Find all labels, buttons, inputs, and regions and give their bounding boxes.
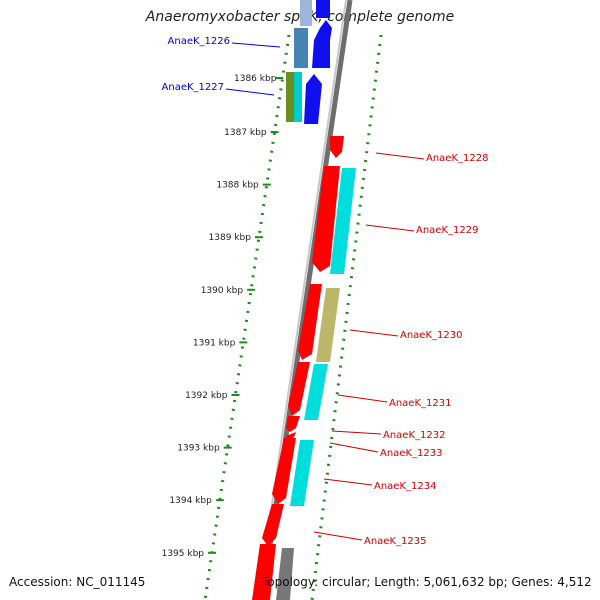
gene-bar <box>290 440 314 506</box>
scale-tick-label: 1394 kbp <box>169 496 212 506</box>
gene-bar <box>304 364 328 420</box>
gene-label[interactable]: AnaeK_1231 <box>389 398 451 409</box>
backbone-shadow <box>257 0 347 600</box>
gene-label[interactable]: AnaeK_1232 <box>383 430 445 441</box>
gene-label[interactable]: AnaeK_1235 <box>364 536 426 547</box>
gene-bar <box>316 288 340 362</box>
gene-label[interactable]: AnaeK_1229 <box>416 225 478 236</box>
gene-callout-line <box>375 152 425 160</box>
gene-callout-line <box>337 394 388 403</box>
gene-callout-line <box>225 88 275 96</box>
gene-callout-line <box>231 42 281 48</box>
gene-arrow <box>330 136 344 158</box>
genome-summary-text: Topology: circular; Length: 5,061,632 bp… <box>262 575 592 589</box>
gene-bar <box>276 548 294 600</box>
gene-arrow <box>288 362 310 416</box>
gene-bar <box>294 72 302 122</box>
scale-tick-label: 1387 kbp <box>224 128 267 138</box>
gene-label[interactable]: AnaeK_1234 <box>374 481 436 492</box>
gene-callout-line <box>349 329 399 337</box>
gene-block-top <box>286 0 332 124</box>
gene-bar <box>286 72 294 122</box>
gene-callout-line <box>365 224 415 232</box>
scale-tick-label: 1388 kbp <box>216 181 259 191</box>
scale-tick-label: 1391 kbp <box>193 338 236 348</box>
gene-label[interactable]: AnaeK_1227 <box>162 82 224 93</box>
gene-block-main <box>252 136 356 600</box>
gene-arrow <box>252 544 276 600</box>
gene-bar <box>294 28 308 68</box>
gene-arrow <box>304 74 322 124</box>
gene-arrow <box>298 284 322 360</box>
scale-tick-label: 1389 kbp <box>209 233 252 243</box>
gene-arrow <box>312 40 330 68</box>
gene-label[interactable]: AnaeK_1226 <box>168 36 230 47</box>
gene-label[interactable]: AnaeK_1233 <box>380 448 442 459</box>
scale-tick-label: 1392 kbp <box>185 391 228 401</box>
gene-label[interactable]: AnaeK_1230 <box>400 330 462 341</box>
gene-callout-line <box>331 430 382 435</box>
gene-callouts: AnaeK_1226 AnaeK_1227 AnaeK_1228 AnaeK_1229… <box>162 36 489 547</box>
gene-callout-line <box>329 442 379 453</box>
scale-tick-label: 1393 kbp <box>177 444 220 454</box>
gene-arrow-head <box>314 20 332 40</box>
gene-arrow <box>312 166 340 272</box>
gene-arrow <box>316 0 330 18</box>
gene-callout-line <box>323 478 373 486</box>
gene-arrow <box>286 416 300 432</box>
accession-text: Accession: NC_011145 <box>9 575 146 589</box>
gene-arrow <box>262 504 284 546</box>
scale-tick-label: 1395 kbp <box>162 549 205 559</box>
scale-tick-label: 1386 kbp <box>234 74 277 84</box>
gene-callout-line <box>313 531 363 541</box>
gene-bar <box>300 0 312 26</box>
gene-bar <box>330 168 356 274</box>
gene-arrow <box>272 438 296 504</box>
scale-tick-label: 1390 kbp <box>201 286 244 296</box>
gene-label[interactable]: AnaeK_1228 <box>426 153 488 164</box>
scale-ticks: 1386 kbp 1387 kbp 1388 kbp 1389 kbp 1390 kbp… <box>162 74 283 559</box>
